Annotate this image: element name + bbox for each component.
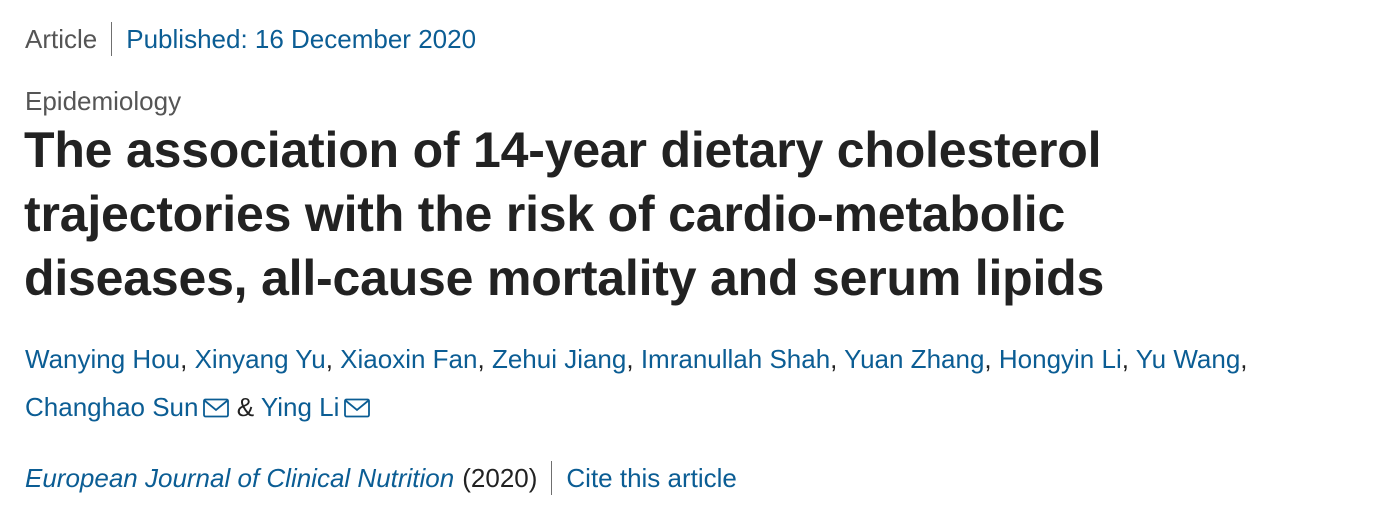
author-link[interactable]: Yu Wang xyxy=(1135,344,1241,374)
author-link[interactable]: Wanying Hou xyxy=(25,344,181,374)
author-link[interactable]: Xinyang Yu xyxy=(194,344,326,374)
author-link[interactable]: Yuan Zhang xyxy=(844,344,985,374)
author-separator: , xyxy=(180,344,188,374)
author-separator: , xyxy=(1240,344,1248,374)
author-separator: , xyxy=(1121,344,1129,374)
mail-icon[interactable] xyxy=(203,398,230,418)
author-link-corresponding[interactable]: Changhao Sun xyxy=(25,392,199,422)
subject-label: Epidemiology xyxy=(25,86,182,116)
published-date-link[interactable]: Published: 16 December 2020 xyxy=(126,24,477,54)
author-link[interactable]: Imranullah Shah xyxy=(640,344,831,374)
author-final-separator: & xyxy=(236,392,255,422)
cite-this-article-link[interactable]: Cite this article xyxy=(566,463,737,493)
article-type: Article xyxy=(25,24,98,54)
mail-icon[interactable] xyxy=(344,398,371,418)
author-separator: , xyxy=(325,344,333,374)
author-separator: , xyxy=(830,344,838,374)
author-link[interactable]: Hongyin Li xyxy=(998,344,1122,374)
author-separator: , xyxy=(984,344,992,374)
title-line: trajectories with the risk of cardio-met… xyxy=(24,186,1066,242)
publication-year: (2020) xyxy=(462,463,538,493)
author-link[interactable]: Zehui Jiang xyxy=(491,344,627,374)
article-meta: Article Published: 16 December 2020 xyxy=(25,22,476,56)
citation-divider xyxy=(551,461,553,495)
author-separator: , xyxy=(477,344,485,374)
journal-link[interactable]: European Journal of Clinical Nutrition xyxy=(25,463,455,493)
author-list: Wanying Hou, Xinyang Yu, Xiaoxin Fan, Ze… xyxy=(25,335,1365,431)
citation-row: European Journal of Clinical Nutrition (… xyxy=(25,461,737,495)
title-line: The association of 14-year dietary chole… xyxy=(24,122,1102,178)
title-line: diseases, all-cause mortality and serum … xyxy=(24,250,1105,306)
author-link-corresponding[interactable]: Ying Li xyxy=(260,392,340,422)
article-title: The association of 14-year dietary chole… xyxy=(24,118,1324,310)
author-separator: , xyxy=(626,344,634,374)
meta-divider xyxy=(111,22,113,56)
author-link[interactable]: Xiaoxin Fan xyxy=(340,344,478,374)
